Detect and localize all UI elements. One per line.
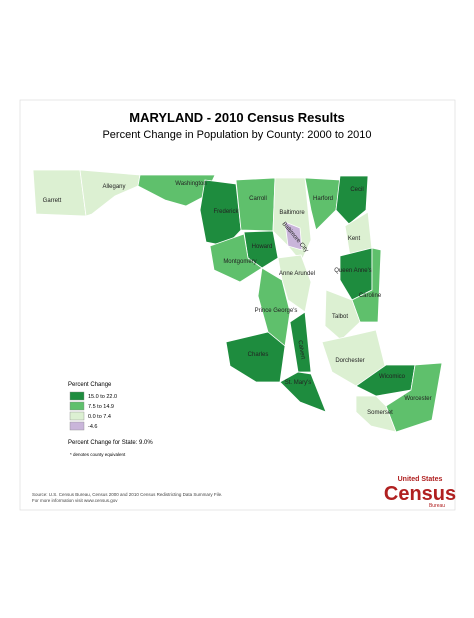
- county: [32, 169, 87, 217]
- county-label: Calvert: [296, 340, 305, 360]
- legend-label: 7.5 to 14.9: [88, 404, 114, 410]
- county-label: Dorchester: [335, 358, 364, 364]
- map-frame: [19, 99, 456, 511]
- source: For more information visit www.census.go…: [32, 498, 118, 503]
- county-label: Garrett: [43, 198, 62, 204]
- legend-label: 0.0 to 7.4: [88, 414, 111, 420]
- legend-label: -4.6: [88, 424, 97, 430]
- source: Source: U.S. Census Bureau, Census 2000 …: [32, 492, 222, 497]
- county: [79, 169, 141, 217]
- county-label: Prince George's: [255, 308, 298, 314]
- legend-label: 15.0 to 22.0: [88, 394, 117, 400]
- county-label: Somerset: [367, 410, 393, 416]
- state-note: Percent Change for State: 9.0%: [68, 440, 153, 446]
- title: MARYLAND - 2010 Census Results: [129, 110, 345, 125]
- county-label: Cecil: [350, 187, 363, 193]
- county-label: Worcester: [404, 396, 431, 402]
- county-label: Baltimore: [279, 210, 305, 216]
- county: [235, 177, 276, 232]
- county-label: Kent: [348, 236, 361, 242]
- footnote: * denotes county equivalent: [70, 452, 126, 457]
- county: [137, 174, 216, 207]
- county: [324, 289, 361, 341]
- legend-title: Percent Change: [68, 382, 112, 388]
- county: [284, 221, 303, 251]
- logo-top: United States: [398, 476, 443, 483]
- legend-swatch: [69, 411, 85, 421]
- county: [304, 177, 341, 231]
- county-label: Queen Anne's: [334, 268, 372, 274]
- county: [355, 395, 397, 433]
- county-label: Howard: [252, 244, 273, 250]
- legend-swatch: [69, 391, 85, 401]
- logo-bottom: Bureau: [429, 503, 445, 509]
- county-label: Montgomery: [223, 259, 256, 265]
- county-label: Anne Arundel: [279, 271, 315, 277]
- county-label: Talbot: [332, 314, 348, 320]
- county-label: Carroll: [249, 196, 267, 202]
- county-label: Charles: [248, 352, 269, 358]
- county: [289, 311, 312, 373]
- subtitle: Percent Change in Population by County: …: [102, 129, 371, 141]
- county-label: St. Mary's: [285, 380, 311, 386]
- legend-swatch: [69, 401, 85, 411]
- county: [335, 175, 369, 225]
- logo-main: Census: [384, 483, 456, 505]
- county-label: Allegany: [102, 184, 125, 190]
- legend-swatch: [69, 421, 85, 431]
- county-label: Washington: [175, 181, 206, 187]
- county-label: Caroline: [359, 293, 382, 299]
- county-label: Wicomico: [379, 374, 406, 380]
- county-label: Harford: [313, 196, 333, 202]
- county-label: Frederick: [213, 209, 239, 215]
- county: [279, 371, 327, 413]
